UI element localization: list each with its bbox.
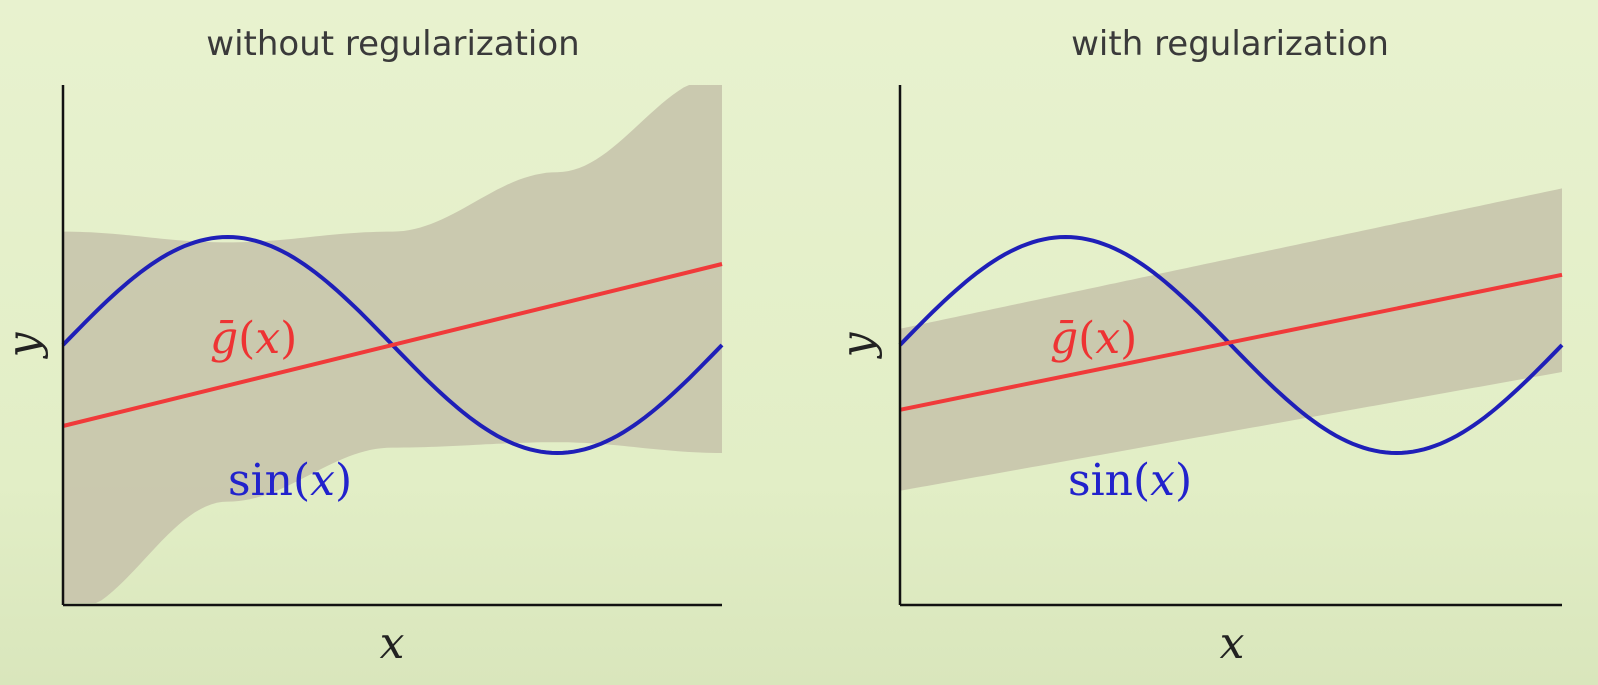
gbar-label: ḡ(x) [210,313,297,364]
x-axis-label: x [1220,618,1245,669]
sin-curve [898,234,1564,456]
panel-title: with regularization [1071,24,1389,64]
y-axis-label: y [832,331,883,359]
x-axis-label: x [380,618,405,669]
panel-title: without regularization [206,24,579,64]
gbar-line [62,262,723,428]
variance-band [900,188,1562,491]
panel-without-regularization: without regularization x y ḡ(x) sin(x) [0,24,724,669]
panel-with-regularization: with regularization x y ḡ(x) sin(x) [832,24,1564,669]
sin-label: sin(x) [228,455,352,506]
y-axis-label: y [0,331,49,359]
sin-label: sin(x) [1068,455,1192,506]
gbar-label: ḡ(x) [1050,313,1137,364]
gbar-line [899,272,1563,412]
